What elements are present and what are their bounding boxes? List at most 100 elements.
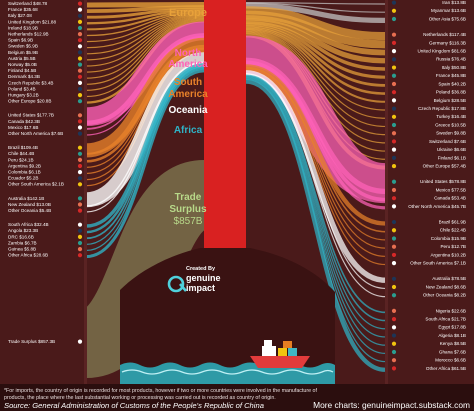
import-label: Spain $6.9B [8,38,33,43]
export-flow [245,26,386,95]
country-flag-icon [77,31,83,37]
export-flow [245,70,386,283]
wave-line [121,369,334,375]
import-flow [80,160,210,378]
import-label: Hungary $3.2B [8,93,39,98]
brand-created-by: Created By [186,266,216,272]
china-trunk-bar [204,0,246,250]
country-flag-icon [391,32,397,37]
country-flag-icon [391,0,397,5]
export-flow [245,68,386,249]
export-flow [245,57,386,195]
country-flag-icon [77,157,83,162]
country-flag-icon [77,240,83,246]
country-flag-icon [391,341,397,346]
import-flow [85,37,205,155]
export-flow [245,73,386,298]
more-charts-link[interactable]: More charts: genuineimpact.substack.com [313,400,470,410]
export-flow [245,3,386,24]
import-label: Ireland $18.9B [8,25,38,30]
country-flag-icon [77,13,83,18]
import-label: South Africa $32.4B [8,222,49,227]
country-flag-icon [391,73,397,78]
export-flow [245,24,386,87]
import-flow [85,52,205,208]
export-label: Spain $40.2B [438,81,466,86]
export-label: Turkey $16.4B [436,114,466,119]
country-flag-icon [391,204,397,209]
import-flow [85,35,205,130]
country-flag-icon [391,308,397,314]
import-label: Zambia $6.7B [8,240,37,245]
export-label: Peru $12.7B [440,244,466,249]
import-flow [85,66,205,240]
export-label: Ukraine $6.6B [437,147,466,152]
country-flag-icon [391,49,397,54]
import-flow [85,5,205,13]
export-label: Sweden $9.8B [436,131,466,136]
country-flag-icon [77,56,83,61]
export-label: United States $578.8B [420,179,466,184]
import-flow [85,21,205,127]
country-flag-icon [391,179,397,184]
country-flag-icon [77,44,83,49]
import-flow [85,33,205,126]
import-flow [85,14,205,61]
import-label: Other Africa $28.6B [8,253,48,258]
import-label: Sweden $5.9B [8,44,38,49]
export-flow [245,60,386,202]
export-flow [245,78,386,354]
country-flag-icon [391,244,397,249]
country-flag-icon [391,98,397,103]
export-label: Nigeria $22.6B [436,308,466,313]
country-flag-icon [77,86,83,92]
country-flag-icon [391,228,397,233]
export-label: Finland $6.1B [438,155,466,160]
import-flow [85,63,205,228]
country-flag-icon [77,339,83,344]
country-flag-icon [391,236,397,241]
country-flag-icon [391,219,397,225]
country-flag-icon [77,38,83,43]
export-label: Switzerland $7.6B [429,139,466,144]
source-line: Source: General Administration of Custom… [4,401,264,410]
export-flow [245,68,386,257]
country-flag-icon [391,8,397,13]
export-flow [245,77,386,346]
export-flow [245,30,386,128]
import-label: Brazil $109.4B [8,145,38,150]
region-label-north-america-2: America [168,59,208,70]
import-label: Finland $4.5B [8,68,36,73]
import-label: United States $177.7B [8,113,54,118]
export-label: Chile $22.4B [440,228,466,233]
country-flag-icon [77,62,83,67]
export-label: Belgium $28.5B [434,98,466,103]
country-flag-icon [77,196,83,201]
export-label: Greece $10.5B [435,122,466,127]
country-flag-icon [391,284,397,290]
country-flag-icon [77,113,83,118]
import-label: New Zealand $13.0B [8,202,51,207]
import-label: Mexico $17.6B [8,125,38,130]
import-label: Angola $23.3B [8,228,38,233]
export-label: Russia $76.4B [436,57,466,62]
import-flow [85,65,205,234]
country-flag-icon [391,155,397,160]
surplus-label-line2: Surplus [169,204,207,215]
region-label-europe: Europe [169,7,207,19]
export-label: Other Europe $57.4B [423,163,466,168]
export-label: Mexico $77.5B [436,187,466,192]
country-flag-icon [391,325,397,330]
export-flow [245,2,386,5]
country-flag-icon [77,99,83,104]
export-label: Colombia $15.9B [431,236,466,241]
country-flag-icon [391,252,397,258]
country-flag-icon [391,81,397,87]
import-label: Ecuador $5.2B [8,176,38,181]
country-flag-icon [77,50,83,55]
export-axis-bar [385,0,388,384]
import-label: Italy $27.08 [8,13,32,18]
import-flow [85,69,205,259]
import-label: Netherlands $12.9B [8,32,49,37]
export-label: Ghana $7.6B [439,349,466,354]
